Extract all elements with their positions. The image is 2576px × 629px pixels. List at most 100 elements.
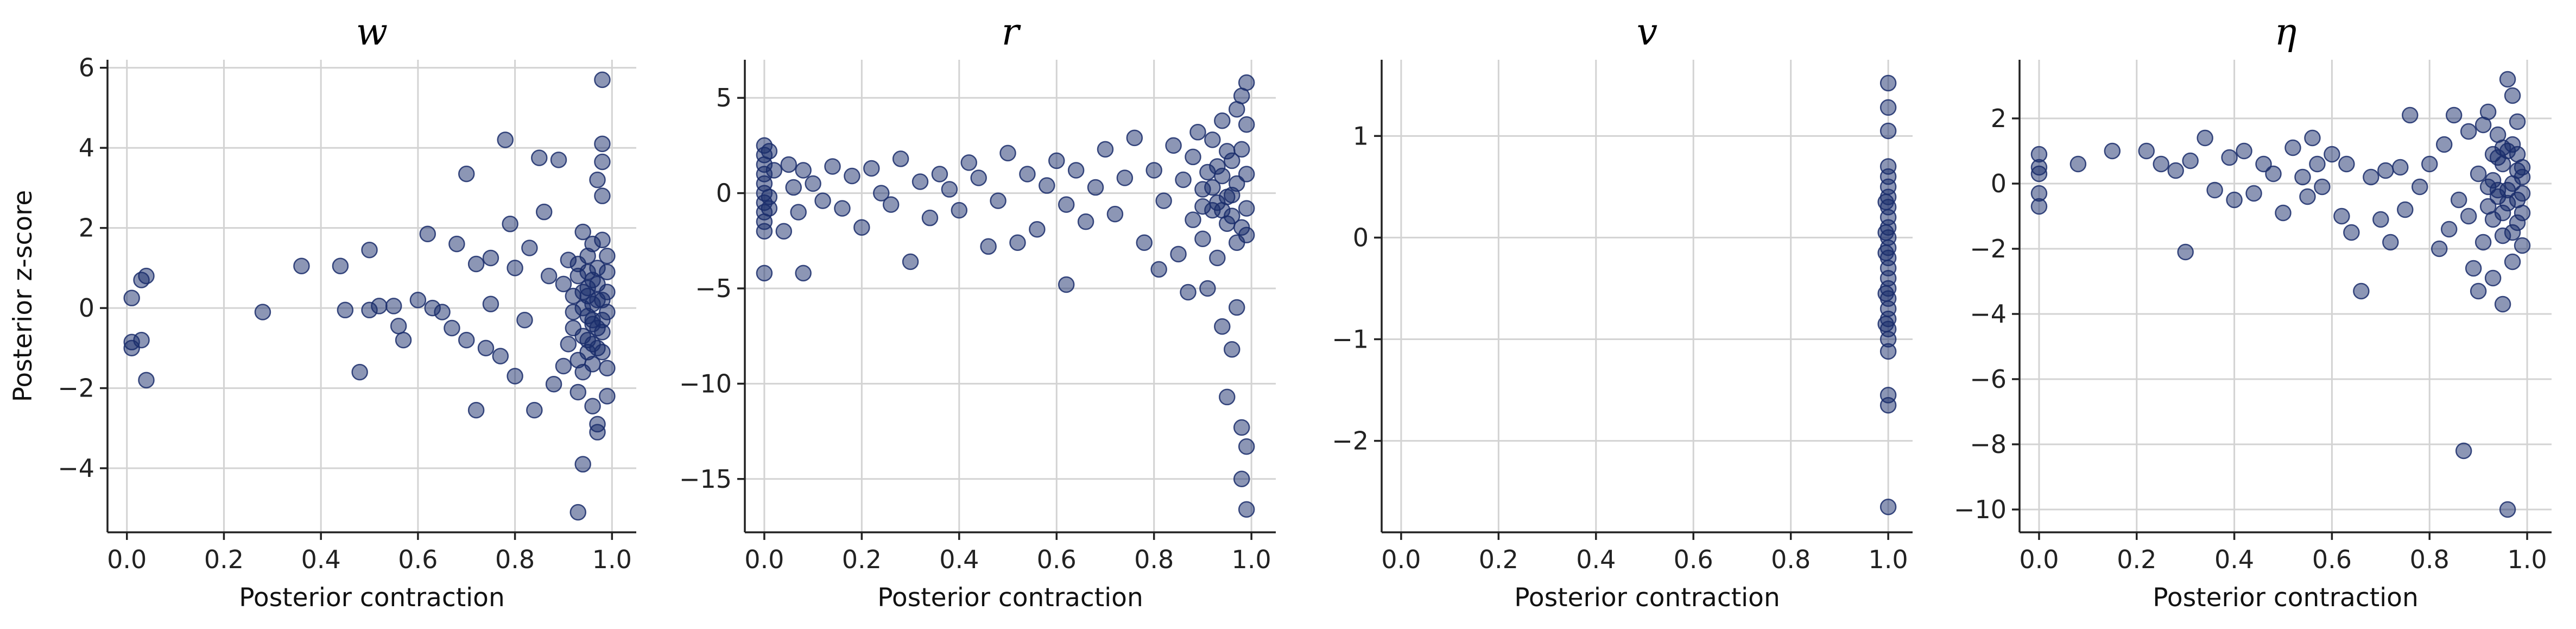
data-point	[599, 263, 616, 281]
data-point	[409, 292, 427, 309]
data-point	[2206, 181, 2223, 199]
data-point	[579, 287, 596, 305]
y-tick-label: −10	[679, 369, 732, 398]
data-point	[2245, 185, 2262, 202]
data-point	[497, 131, 514, 148]
data-point	[2504, 253, 2521, 271]
data-point	[912, 173, 929, 190]
y-tick-label: −15	[679, 464, 732, 494]
data-point	[2440, 221, 2458, 238]
data-point	[1238, 501, 1255, 518]
data-point	[138, 267, 155, 285]
data-point	[2504, 224, 2521, 241]
x-tick-label: 0.0	[1381, 545, 1421, 574]
data-point	[2431, 240, 2448, 257]
data-point	[1067, 162, 1085, 179]
data-point	[2421, 155, 2438, 173]
data-point	[1219, 388, 1236, 406]
data-point	[1039, 177, 1055, 194]
data-point	[482, 249, 499, 267]
chart-title: w	[356, 11, 388, 54]
data-point	[2153, 155, 2169, 173]
data-point	[2294, 168, 2311, 186]
data-point	[434, 304, 451, 320]
data-point	[1233, 470, 1250, 488]
data-point	[371, 298, 388, 314]
data-point	[960, 154, 977, 171]
y-tick-label: 0	[1991, 169, 2007, 198]
data-point	[814, 192, 831, 209]
data-point	[1238, 200, 1255, 217]
data-point	[477, 339, 495, 357]
data-point	[1204, 179, 1221, 196]
data-point	[385, 298, 402, 314]
y-tick-label: 4	[79, 133, 94, 162]
data-point	[1136, 234, 1153, 251]
data-point	[941, 181, 958, 198]
data-point	[1145, 162, 1162, 179]
data-point	[2504, 87, 2521, 104]
data-point	[574, 223, 591, 241]
data-point	[2494, 139, 2511, 156]
data-point	[560, 336, 577, 353]
y-tick-label: 2	[79, 213, 94, 243]
data-point	[351, 363, 368, 381]
data-point	[2069, 155, 2087, 173]
data-point	[1170, 246, 1187, 263]
data-point	[761, 143, 778, 160]
y-tick-label: 0	[1353, 223, 1369, 252]
data-point	[1214, 202, 1231, 219]
data-point	[579, 248, 596, 265]
data-point	[540, 267, 558, 285]
data-point	[999, 144, 1016, 162]
data-point	[1238, 227, 1255, 243]
data-point	[2167, 162, 2184, 179]
data-point	[2509, 191, 2526, 209]
data-point	[569, 504, 587, 521]
data-point	[2509, 146, 2526, 163]
data-point	[1097, 141, 1114, 158]
x-tick-label: 0.8	[495, 545, 535, 574]
data-point	[1058, 196, 1075, 213]
data-point	[458, 165, 475, 183]
x-tick-label: 0.0	[107, 545, 147, 574]
x-axis-label: Posterior contraction	[1514, 583, 1780, 613]
data-point	[2304, 129, 2321, 147]
data-point	[395, 331, 412, 349]
data-point	[507, 260, 523, 276]
panel-r: 0.0 0.2 0.4 0.6 0.8 1.0 −15 −10 −5 0 5 r Posterior c…	[679, 11, 1276, 613]
data-point	[545, 375, 562, 393]
data-point	[594, 231, 611, 249]
y-tick-label: −8	[1970, 430, 2007, 459]
data-point	[872, 185, 890, 202]
data-point	[2460, 123, 2477, 140]
data-point	[2177, 243, 2194, 261]
data-point	[2363, 168, 2379, 186]
x-tick-label: 0.6	[1674, 545, 1713, 574]
data-point	[599, 248, 616, 265]
x-tick-label: 0.6	[1037, 545, 1077, 574]
data-point	[555, 357, 572, 375]
data-point	[133, 331, 150, 349]
data-point	[882, 196, 900, 213]
data-point	[2455, 442, 2472, 460]
data-point	[1155, 192, 1172, 209]
data-point	[756, 265, 773, 282]
x-tick-label: 1.0	[1869, 545, 1908, 574]
y-axis-label: Posterior z-score	[8, 190, 38, 402]
data-point	[853, 219, 870, 236]
data-point	[902, 253, 919, 271]
data-point	[2314, 178, 2331, 196]
data-point	[1077, 213, 1094, 230]
y-tick-label: 0	[79, 293, 94, 323]
y-tick-label: −4	[58, 454, 94, 483]
data-point	[2499, 71, 2516, 88]
data-point	[780, 156, 798, 173]
data-point	[332, 257, 349, 274]
data-point	[990, 192, 1007, 209]
x-tick-label: 0.4	[939, 545, 979, 574]
data-point	[2392, 159, 2409, 176]
data-point	[805, 175, 821, 192]
x-tick-label: 0.2	[842, 545, 882, 574]
data-point	[1058, 276, 1075, 293]
